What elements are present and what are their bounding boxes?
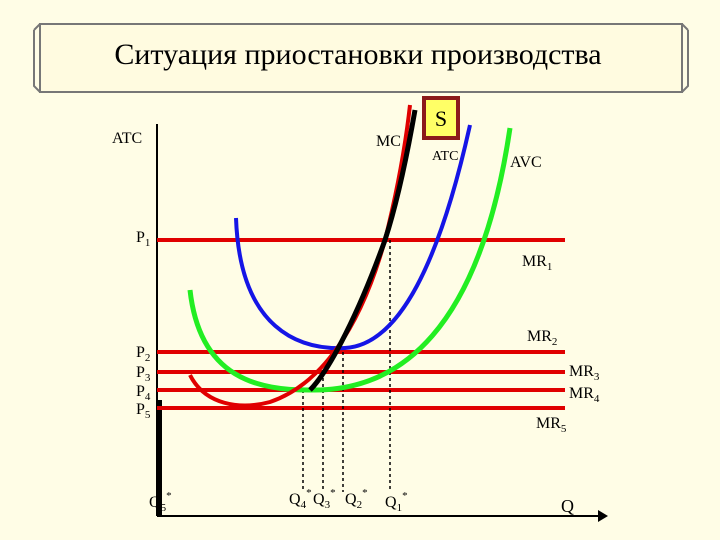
letter: MR xyxy=(522,253,547,270)
letter: Q xyxy=(149,494,161,511)
price-label: P5 xyxy=(136,401,151,421)
index: 1 xyxy=(145,237,151,249)
supply-box xyxy=(422,96,460,140)
quantity-label: Q4* xyxy=(289,487,312,511)
index: 3 xyxy=(325,499,331,511)
mark: * xyxy=(402,490,408,502)
index: 5 xyxy=(561,423,567,435)
supply-curve xyxy=(308,109,418,392)
letter: P xyxy=(136,383,145,400)
price-label: P2 xyxy=(136,344,150,364)
letter: P xyxy=(136,344,145,361)
letter: Q xyxy=(313,491,325,508)
index: 4 xyxy=(594,393,600,405)
mr-label: MR4 xyxy=(569,385,600,405)
mark: * xyxy=(306,487,312,499)
mark: * xyxy=(362,487,368,499)
x-axis-label: Q xyxy=(561,496,574,516)
letter: P xyxy=(136,401,145,418)
quantity-label: Q1* xyxy=(385,490,408,514)
index: 3 xyxy=(594,371,600,383)
index: 1 xyxy=(547,261,553,273)
avc-curve xyxy=(187,127,513,393)
atc-curve xyxy=(234,124,472,351)
mc-label: MC xyxy=(376,133,401,150)
letter: Q xyxy=(345,491,357,508)
title: Ситуация приостановки производства xyxy=(114,38,601,71)
banner-edge xyxy=(33,23,689,93)
mr-label: MR2 xyxy=(527,328,557,348)
quantity-label: Q2* xyxy=(345,487,368,511)
index: 2 xyxy=(552,336,558,348)
index: 4 xyxy=(301,499,307,511)
mark: * xyxy=(330,487,336,499)
avc-label: AVC xyxy=(510,154,542,171)
supply-label: S xyxy=(435,106,447,131)
price-lines xyxy=(157,238,565,410)
mr-label: MR3 xyxy=(569,363,600,383)
price-label: P4 xyxy=(136,383,151,403)
letter: P xyxy=(136,229,145,246)
letter: MR xyxy=(527,328,552,345)
index: 1 xyxy=(397,502,403,514)
quantity-label: Q5* xyxy=(149,490,172,514)
index: 4 xyxy=(145,391,151,403)
index: 3 xyxy=(145,372,151,384)
y-axis-label: ATC xyxy=(112,130,142,147)
index: 5 xyxy=(145,409,151,421)
letter: MR xyxy=(569,363,594,380)
letter: MR xyxy=(569,385,594,402)
mark: * xyxy=(166,490,172,502)
letter: Q xyxy=(385,494,397,511)
price-label: P1 xyxy=(136,229,150,249)
atc-label: ATC xyxy=(432,149,458,164)
index: 2 xyxy=(145,352,151,364)
price-label: P3 xyxy=(136,364,151,384)
index: 2 xyxy=(357,499,363,511)
letter: Q xyxy=(289,491,301,508)
quantity-label: Q3* xyxy=(313,487,336,511)
mr-label: MR5 xyxy=(536,415,567,435)
letter: MR xyxy=(536,415,561,432)
mr-label: MR1 xyxy=(522,253,552,273)
x-arrow xyxy=(598,510,608,522)
letter: P xyxy=(136,364,145,381)
index: 5 xyxy=(161,502,167,514)
